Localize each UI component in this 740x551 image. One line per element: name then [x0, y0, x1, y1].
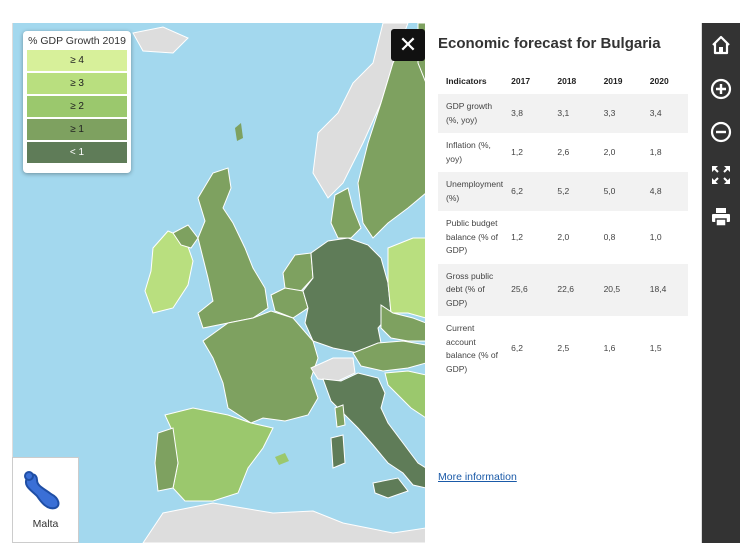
indicator-cell: Public budget balance (% of GDP) — [446, 218, 498, 255]
region-denmark[interactable] — [330, 187, 362, 239]
region-france[interactable] — [202, 310, 319, 424]
region-northern-ireland[interactable] — [172, 224, 199, 249]
value-cell: 0,8 — [603, 231, 616, 242]
print-icon — [712, 208, 730, 227]
zoom-in-button[interactable] — [709, 77, 733, 101]
legend-item: ≥ 4 — [27, 50, 127, 71]
value-cell: 4,8 — [641, 172, 688, 211]
table-row: Inflation (%, yoy) 1,2 2,6 2,0 1,8 — [438, 133, 688, 172]
region-germany[interactable] — [302, 237, 392, 354]
indicator-cell: GDP growth (%, yoy) — [438, 94, 504, 133]
value-cell: 18,4 — [641, 263, 688, 316]
value-cell: 1,5 — [649, 343, 662, 354]
panel-title: Economic forecast for Bulgaria — [438, 35, 661, 52]
legend-title: % GDP Growth 2019 — [28, 35, 126, 47]
more-information-link[interactable]: More information — [438, 471, 517, 483]
malta-map-icon — [24, 471, 60, 510]
region-north-africa — [142, 502, 425, 543]
value-cell: 6,2 — [503, 172, 550, 211]
column-header: 2019 — [603, 76, 623, 86]
region-great-britain[interactable] — [197, 167, 269, 329]
print-button[interactable] — [709, 205, 733, 229]
table-row: Current account balance (% of GDP) 6,2 2… — [438, 316, 688, 382]
map-toolbar — [702, 23, 740, 543]
column-header: 2018 — [557, 76, 577, 86]
column-header: Indicators — [446, 76, 487, 86]
legend-item: ≥ 3 — [27, 73, 127, 94]
value-cell: 1,2 — [511, 146, 523, 157]
value-cell: 3,3 — [595, 94, 642, 133]
value-cell: 5,2 — [549, 172, 596, 211]
table-row: Gross public debt (% of GDP) 25,6 22,6 2… — [438, 263, 688, 316]
value-cell: 2,0 — [557, 231, 570, 242]
region-balearics[interactable] — [275, 453, 289, 465]
column-header: 2020 — [649, 76, 669, 86]
value-cell: 25,6 — [503, 263, 550, 316]
value-cell: 1,2 — [511, 231, 523, 242]
value-cell: 3,8 — [503, 94, 550, 133]
region-shetland — [235, 123, 243, 141]
fullscreen-icon — [712, 166, 730, 184]
indicator-cell: Unemployment (%) — [438, 172, 504, 211]
region-spain[interactable] — [164, 407, 274, 502]
region-norway — [312, 23, 409, 199]
value-cell: 20,5 — [595, 263, 642, 316]
region-poland[interactable] — [387, 237, 425, 319]
value-cell: 5,0 — [595, 172, 642, 211]
value-cell: 1,8 — [649, 146, 662, 157]
home-button[interactable] — [709, 33, 733, 57]
close-icon: ✕ — [398, 32, 418, 57]
value-cell: 6,2 — [511, 343, 523, 354]
region-iceland — [132, 26, 189, 54]
close-button[interactable]: ✕ — [391, 29, 425, 61]
region-corsica[interactable] — [334, 404, 346, 428]
europe-map[interactable] — [12, 23, 425, 543]
indicator-cell: Inflation (%, yoy) — [446, 140, 491, 164]
column-header: 2017 — [511, 76, 531, 86]
value-cell: 2,6 — [557, 146, 570, 157]
zoom-out-button[interactable] — [709, 120, 733, 144]
value-cell: 1,0 — [649, 231, 662, 242]
map-legend: % GDP Growth 2019 ≥ 4 ≥ 3 ≥ 2 ≥ 1 < 1 — [23, 31, 131, 173]
region-czechia[interactable] — [380, 304, 425, 342]
legend-item: ≥ 1 — [27, 119, 127, 140]
value-cell: 22,6 — [549, 263, 596, 316]
info-panel: Economic forecast for Bulgaria Indicator… — [425, 23, 702, 543]
region-portugal[interactable] — [154, 427, 179, 492]
malta-inset[interactable]: Malta — [12, 457, 79, 543]
table-row: Public budget balance (% of GDP) 1,2 2,0… — [438, 211, 688, 264]
legend-item: < 1 — [27, 142, 127, 163]
region-italy[interactable] — [322, 372, 425, 489]
region-sardinia[interactable] — [330, 434, 346, 469]
value-cell: 2,0 — [603, 146, 616, 157]
legend-item: ≥ 2 — [27, 96, 127, 117]
region-croatia[interactable] — [384, 370, 425, 418]
indicator-cell: Gross public debt (% of GDP) — [438, 263, 504, 316]
zoom-out-icon — [710, 121, 732, 143]
region-austria[interactable] — [352, 340, 425, 372]
region-switzerland — [310, 357, 356, 382]
table-row: GDP growth (%, yoy) 3,8 3,1 3,3 3,4 — [438, 94, 688, 133]
value-cell: 1,6 — [603, 343, 616, 354]
home-icon — [712, 35, 730, 55]
zoom-in-icon — [710, 78, 732, 100]
value-cell: 2,5 — [557, 343, 570, 354]
malta-label: Malta — [32, 518, 59, 530]
table-row: Unemployment (%) 6,2 5,2 5,0 4,8 — [438, 172, 688, 211]
region-sicily[interactable] — [372, 477, 409, 499]
forecast-table: Indicators 2017 2018 2019 2020 GDP growt… — [438, 70, 688, 382]
fullscreen-button[interactable] — [709, 163, 733, 187]
table-header-row: Indicators 2017 2018 2019 2020 — [438, 70, 688, 94]
indicator-cell: Current account balance (% of GDP) — [446, 323, 498, 374]
value-cell: 3,4 — [641, 94, 688, 133]
value-cell: 3,1 — [549, 94, 596, 133]
